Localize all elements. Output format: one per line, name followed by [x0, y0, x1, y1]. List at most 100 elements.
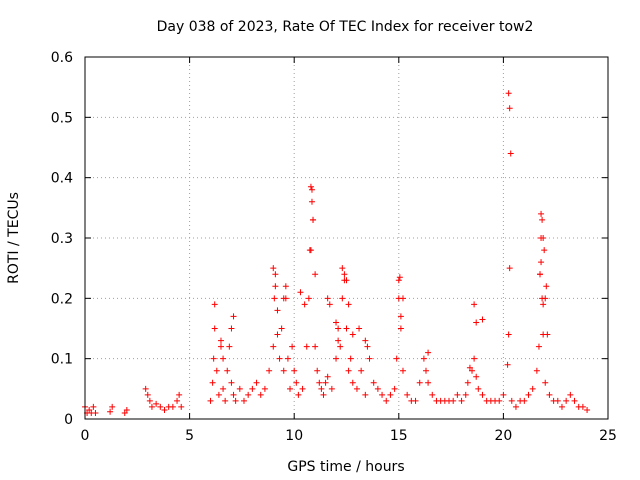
data-point: [320, 391, 327, 398]
data-point: [525, 391, 532, 398]
data-point: [521, 397, 528, 404]
data-point: [86, 406, 93, 413]
data-point: [397, 325, 404, 332]
data-point: [161, 406, 168, 413]
data-point: [299, 385, 306, 392]
data-point: [322, 379, 329, 386]
data-point: [178, 403, 185, 410]
data-point: [537, 271, 544, 278]
data-point: [107, 408, 114, 415]
data-point: [471, 301, 478, 308]
data-point: [282, 283, 289, 290]
data-point: [153, 400, 160, 407]
data-point: [464, 379, 471, 386]
data-point: [217, 343, 224, 350]
data-point: [362, 337, 369, 344]
data-points: [82, 90, 591, 416]
data-point: [343, 325, 350, 332]
data-point: [422, 367, 429, 374]
data-point: [324, 373, 331, 380]
data-point: [266, 367, 273, 374]
data-point: [535, 343, 542, 350]
data-point: [226, 343, 233, 350]
data-point: [276, 355, 283, 362]
data-point: [358, 367, 365, 374]
data-point: [228, 325, 235, 332]
data-point: [341, 271, 348, 278]
data-point: [512, 403, 519, 410]
data-point: [544, 331, 551, 338]
data-point: [347, 355, 354, 362]
data-point: [314, 367, 321, 374]
x-tick-label: 10: [285, 428, 303, 444]
x-tick-label: 25: [599, 428, 617, 444]
data-point: [211, 301, 218, 308]
data-point: [364, 343, 371, 350]
y-tick-label: 0.3: [51, 231, 73, 247]
data-point: [301, 301, 308, 308]
data-point: [387, 391, 394, 398]
data-point: [121, 409, 128, 416]
data-point: [508, 397, 515, 404]
data-point: [209, 379, 216, 386]
data-point: [353, 385, 360, 392]
data-point: [230, 313, 237, 320]
y-tick-label: 0.4: [51, 171, 73, 187]
data-point: [287, 385, 294, 392]
data-point: [366, 355, 373, 362]
data-point: [391, 385, 398, 392]
data-point: [541, 247, 548, 254]
data-point: [333, 355, 340, 362]
data-point: [479, 316, 486, 323]
data-point: [345, 367, 352, 374]
data-point: [90, 403, 97, 410]
y-tick-label: 0.2: [51, 291, 73, 307]
data-point: [312, 271, 319, 278]
data-point: [305, 295, 312, 302]
data-point: [328, 385, 335, 392]
data-point: [505, 90, 512, 97]
data-point: [272, 283, 279, 290]
data-point: [211, 325, 218, 332]
data-point: [397, 313, 404, 320]
data-point: [584, 406, 591, 413]
data-point: [207, 397, 214, 404]
data-point: [270, 343, 277, 350]
data-point: [507, 150, 514, 157]
data-point: [349, 379, 356, 386]
data-point: [458, 397, 465, 404]
data-point: [176, 391, 183, 398]
data-point: [333, 319, 340, 326]
data-point: [213, 367, 220, 374]
data-point: [280, 367, 287, 374]
data-point: [412, 397, 419, 404]
data-point: [169, 403, 176, 410]
data-point: [471, 355, 478, 362]
data-point: [356, 325, 363, 332]
data-point: [374, 385, 381, 392]
data-point: [404, 391, 411, 398]
data-point: [308, 186, 315, 193]
y-axis-label: ROTI / TECUs: [6, 192, 22, 284]
x-axis-label: GPS time / hours: [287, 459, 404, 475]
data-point: [174, 397, 181, 404]
data-point: [142, 385, 149, 392]
x-tick-label: 0: [81, 428, 90, 444]
y-tick-label: 0.1: [51, 352, 73, 368]
data-point: [345, 301, 352, 308]
data-point: [504, 361, 511, 368]
x-axis-ticks: 0 5 10 15 20 25: [81, 57, 617, 444]
data-point: [224, 367, 231, 374]
data-point: [396, 274, 403, 281]
data-point: [274, 331, 281, 338]
y-tick-label: 0.6: [51, 50, 73, 66]
y-tick-label: 0.5: [51, 110, 73, 126]
x-tick-label: 5: [185, 428, 194, 444]
data-point: [546, 391, 553, 398]
data-point: [399, 295, 406, 302]
data-point: [539, 216, 546, 223]
data-point: [222, 397, 229, 404]
data-point: [217, 337, 224, 344]
data-point: [109, 403, 116, 410]
